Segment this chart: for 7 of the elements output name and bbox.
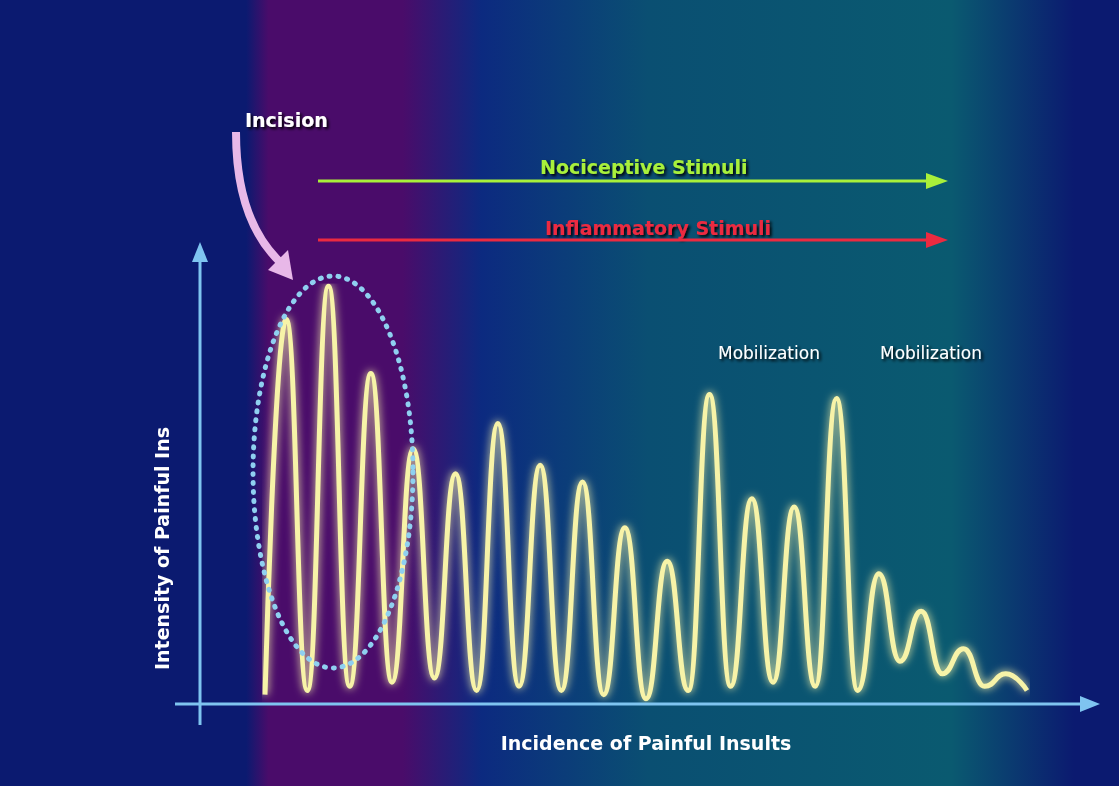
annotation: Mobilization (880, 342, 982, 363)
y-axis-title: Intensity of Painful Ins (150, 426, 173, 670)
annotation: Mobilization (718, 342, 820, 363)
text: Incision (245, 108, 328, 131)
x-axis-title: Incidence of Painful Insults (500, 731, 792, 754)
text: Nociceptive Stimuli (540, 155, 748, 178)
text: Inflammatory Stimuli (545, 216, 772, 239)
